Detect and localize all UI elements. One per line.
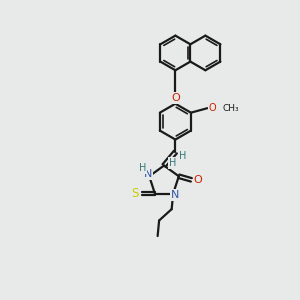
Text: CH₃: CH₃ <box>222 104 239 113</box>
Text: H: H <box>139 164 146 173</box>
Text: O: O <box>171 93 180 103</box>
Text: O: O <box>194 175 202 185</box>
Text: H: H <box>179 151 187 161</box>
Text: S: S <box>131 187 139 200</box>
Text: N: N <box>144 169 152 179</box>
Text: O: O <box>209 103 216 113</box>
Text: H: H <box>169 158 176 168</box>
Text: N: N <box>170 190 179 200</box>
